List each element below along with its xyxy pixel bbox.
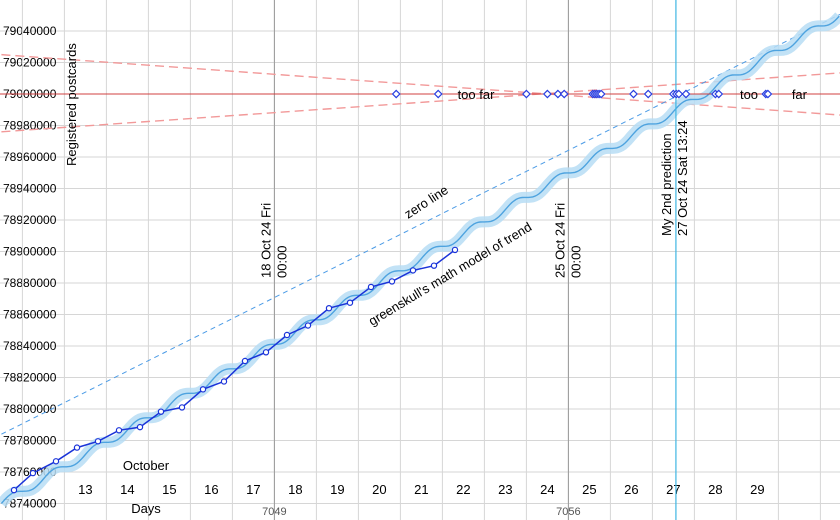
data-point — [115, 427, 123, 434]
y-axis-label: Registered postcards — [64, 43, 79, 166]
month-label: October — [123, 458, 170, 473]
data-point — [136, 423, 144, 431]
reference-label-line: 18 Oct 24 Fri — [258, 203, 273, 278]
x-tick-label: 24 — [540, 482, 554, 497]
envelope-lines — [1, 53, 840, 133]
y-tick-label: 78820000 — [3, 371, 57, 385]
y-tick-label: 78860000 — [3, 308, 57, 322]
guess-marker — [596, 89, 606, 99]
prediction-line: My 2nd prediction 27 Oct 24 Sat 13:24 — [659, 0, 690, 520]
reference-label: 25 Oct 24 Fri 00:00 — [552, 203, 583, 278]
guess-marker — [433, 89, 443, 99]
data-point — [178, 404, 186, 411]
data-point — [94, 438, 102, 445]
guess-marker — [542, 89, 552, 99]
x-tick-label: 14 — [120, 482, 134, 497]
data-point — [157, 408, 165, 415]
guess-marker — [674, 89, 684, 99]
x-tick-label: 13 — [78, 482, 92, 497]
envelope-line — [1, 72, 840, 133]
guess-marker — [521, 89, 531, 99]
y-tick-label: 78900000 — [3, 245, 57, 259]
data-point — [367, 283, 375, 291]
data-point — [262, 349, 270, 356]
y-tick-label: 79040000 — [3, 24, 57, 38]
guess-marker — [553, 89, 563, 99]
guess-marker — [391, 89, 401, 99]
guess-marker — [681, 89, 691, 99]
data-point — [325, 305, 333, 312]
x-tick-label: 28 — [708, 482, 722, 497]
annotation-text: too far — [458, 87, 496, 102]
data-point — [29, 469, 37, 477]
data-point — [199, 386, 207, 393]
guess-marker — [629, 89, 638, 99]
guess-marker — [714, 89, 724, 99]
data-point — [10, 486, 18, 494]
y-tick-label: 78960000 — [3, 150, 57, 164]
reference-lines: 18 Oct 24 Fri 00:00 25 Oct 24 Fri 00:00 — [258, 0, 583, 520]
y-tick-label: 78800000 — [3, 402, 57, 416]
reference-label-line: 00:00 — [568, 245, 583, 278]
x-tick-label: 22 — [456, 482, 470, 497]
x-tick-label: 25 — [582, 482, 596, 497]
prediction-label-line: 27 Oct 24 Sat 13:24 — [675, 120, 690, 236]
x-tick-label: 26 — [624, 482, 638, 497]
data-point — [430, 262, 438, 269]
x-axis-label: Days — [131, 501, 161, 516]
y-tick-label: 78920000 — [3, 213, 57, 227]
prediction-label-line: My 2nd prediction — [659, 133, 674, 236]
data-point — [283, 331, 291, 339]
zero-line-path — [1, 13, 840, 435]
guess-marker — [763, 89, 773, 99]
annotation-text: too — [740, 87, 758, 102]
data-point — [52, 458, 60, 465]
y-tick-label: 78840000 — [3, 339, 57, 353]
x-tick-label: 18 — [288, 482, 302, 497]
reference-label-line: 25 Oct 24 Fri — [552, 203, 567, 278]
data-point — [73, 444, 81, 451]
data-series-line — [13, 249, 456, 491]
guess-marker — [559, 89, 569, 99]
data-point — [220, 378, 228, 385]
y-tick-label: 78740000 — [3, 497, 57, 511]
x-tick-label: 16 — [204, 482, 218, 497]
x-tick-label: 23 — [498, 482, 512, 497]
data-point — [304, 322, 312, 329]
guess-marker — [643, 89, 653, 99]
x-tick-label: 19 — [330, 482, 344, 497]
data-point — [409, 267, 417, 274]
y-tick-label: 78880000 — [3, 276, 57, 290]
zero-line: zero line — [1, 13, 840, 435]
data-point — [241, 357, 249, 365]
annotation-text: far — [792, 87, 808, 102]
y-tick-label: 78780000 — [3, 434, 57, 448]
x-tick-label: 29 — [750, 482, 764, 497]
y-axis-label-group: Registered postcards — [64, 43, 79, 166]
x-tick-label: 15 — [162, 482, 176, 497]
x-tick-label: 21 — [414, 482, 428, 497]
trend-model: greenskull's math model of trend — [0, 12, 840, 508]
x-tick-label: 27 — [666, 482, 680, 497]
data-point — [346, 299, 354, 306]
x-tick-label: 20 — [372, 482, 386, 497]
x-tick-label: 17 — [246, 482, 260, 497]
guess-markers — [391, 89, 773, 99]
labels: too far too far October Days Registered postc… — [64, 43, 808, 516]
reference-label-line: 00:00 — [274, 245, 289, 278]
data-point — [451, 246, 459, 254]
y-tick-label: 78980000 — [3, 119, 57, 133]
trend-model-line — [0, 15, 840, 504]
reference-label: 18 Oct 24 Fri 00:00 — [258, 203, 289, 278]
y-tick-label: 79020000 — [3, 56, 57, 70]
prediction-label: My 2nd prediction 27 Oct 24 Sat 13:24 — [659, 120, 690, 236]
data-series — [10, 246, 459, 494]
envelope-line — [1, 53, 840, 116]
data-point — [388, 278, 396, 285]
y-tick-label: 78940000 — [3, 182, 57, 196]
